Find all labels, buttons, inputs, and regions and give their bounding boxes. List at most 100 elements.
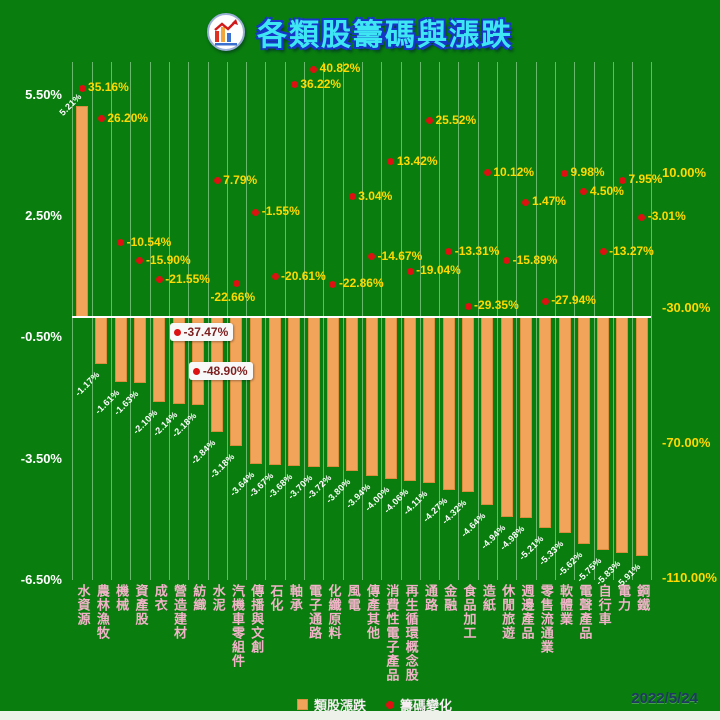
chip-value-label: 4.50% <box>589 183 624 198</box>
left-axis-tick: -6.50% <box>20 571 62 587</box>
category-label: 消費性電子產品 <box>384 584 400 682</box>
chip-dot <box>78 84 86 92</box>
chip-dot <box>387 158 395 166</box>
chip-value-label: 26.20% <box>107 110 149 125</box>
chip-value-label: 13.42% <box>396 153 438 168</box>
chip-value-label: -21.55% <box>165 271 210 286</box>
gridline <box>574 62 576 580</box>
bar <box>577 317 590 545</box>
chip-dot <box>232 279 240 287</box>
gridline <box>400 62 402 580</box>
gridline <box>497 62 498 580</box>
chip-dot <box>445 248 453 256</box>
chip-value-label: -15.90% <box>145 252 191 267</box>
chip-dot <box>271 273 279 281</box>
category-label: 資產股 <box>133 584 149 626</box>
chip-callout: -37.47% <box>169 323 234 342</box>
chip-dot <box>173 328 181 336</box>
chip-value-label: 10.12% <box>493 164 535 179</box>
bar <box>326 317 339 468</box>
gridline <box>651 62 653 580</box>
chip-value-label: 7.95% <box>628 172 663 187</box>
logo-icon <box>207 13 245 51</box>
chip-dot <box>213 177 221 185</box>
gridline <box>632 62 634 580</box>
category-label: 水資源 <box>75 584 91 626</box>
gridline <box>226 62 228 580</box>
legend-dot-swatch <box>386 700 395 709</box>
category-label: 休閒旅遊 <box>500 584 516 640</box>
category-label: 金融 <box>442 584 458 612</box>
chip-dot <box>618 176 626 184</box>
right-axis-tick: -110.00% <box>662 570 717 586</box>
gridline <box>265 62 267 580</box>
chip-dot <box>310 65 318 73</box>
bar <box>384 317 397 479</box>
category-label: 傳播與文創 <box>249 584 265 654</box>
gridline <box>72 62 74 580</box>
chip-value-label: 3.04% <box>358 188 393 203</box>
bar <box>153 317 166 402</box>
category-label: 電子通路 <box>307 584 323 640</box>
bar <box>597 317 610 550</box>
chip-value-label: -22.66% <box>210 290 256 305</box>
chip-dot <box>155 276 163 284</box>
chip-dot <box>503 257 511 265</box>
chip-dot <box>599 248 607 256</box>
chip-dot <box>580 188 588 196</box>
chip-value-label: -10.54% <box>126 234 172 249</box>
bar <box>558 317 571 533</box>
gridline <box>439 62 441 580</box>
category-label: 通路 <box>422 584 438 612</box>
category-label: 電力 <box>615 584 631 612</box>
category-label: 營造建材 <box>172 584 188 640</box>
chip-dot <box>368 253 376 260</box>
gridline <box>477 62 479 580</box>
category-label: 鋼鐵 <box>635 584 651 612</box>
legend-bar-swatch <box>297 699 308 710</box>
chip-value-label: 40.82% <box>319 61 361 76</box>
chip-dot <box>522 198 530 206</box>
category-label: 機械 <box>114 584 130 612</box>
legend: 類股漲跌 籌碼變化 <box>297 695 452 714</box>
right-axis-tick: -70.00% <box>662 435 711 451</box>
category-label: 軸承 <box>287 584 303 612</box>
zero-baseline <box>72 316 652 318</box>
chip-value-label: -20.61% <box>281 268 326 283</box>
chip-value-label: 1.47% <box>531 194 566 209</box>
bar <box>114 317 127 383</box>
category-label: 食品加工 <box>461 584 477 640</box>
bar-value-label: -3.18% <box>208 451 237 480</box>
right-axis-tick: 10.00% <box>662 165 707 181</box>
category-label: 風電 <box>345 584 361 612</box>
gridline <box>458 62 460 580</box>
chip-dot <box>638 213 646 221</box>
chip-value-label: 36.22% <box>300 76 342 91</box>
chip-value-label: -19.04% <box>416 263 461 278</box>
left-axis-tick: -0.50% <box>20 329 62 345</box>
bar <box>249 317 262 465</box>
gridline <box>304 62 305 580</box>
bar-value-label: -1.17% <box>73 369 102 399</box>
chip-value-label: -3.01% <box>647 209 686 224</box>
bar <box>269 317 282 466</box>
bar-value-label: -4.64% <box>459 510 488 539</box>
bar <box>346 317 359 471</box>
header: 各類股籌碼與漲跌 <box>0 10 720 54</box>
chip-dot <box>425 117 433 125</box>
bar <box>500 317 513 517</box>
chip-value-label: -13.27% <box>609 243 654 258</box>
category-label: 成衣 <box>152 584 168 612</box>
gridline <box>612 62 614 580</box>
gridline <box>342 62 344 580</box>
chip-value-label: 35.16% <box>88 80 129 95</box>
chip-dot <box>136 257 144 265</box>
chip-value-label: -48.90% <box>202 364 248 379</box>
bar <box>539 317 552 528</box>
chip-dot <box>97 115 105 123</box>
bar-value-label: -2.84% <box>189 437 218 466</box>
category-label: 紡織 <box>191 584 207 612</box>
gridline <box>516 62 518 580</box>
bar <box>76 106 89 317</box>
chip-value-label: -15.89% <box>512 252 558 267</box>
